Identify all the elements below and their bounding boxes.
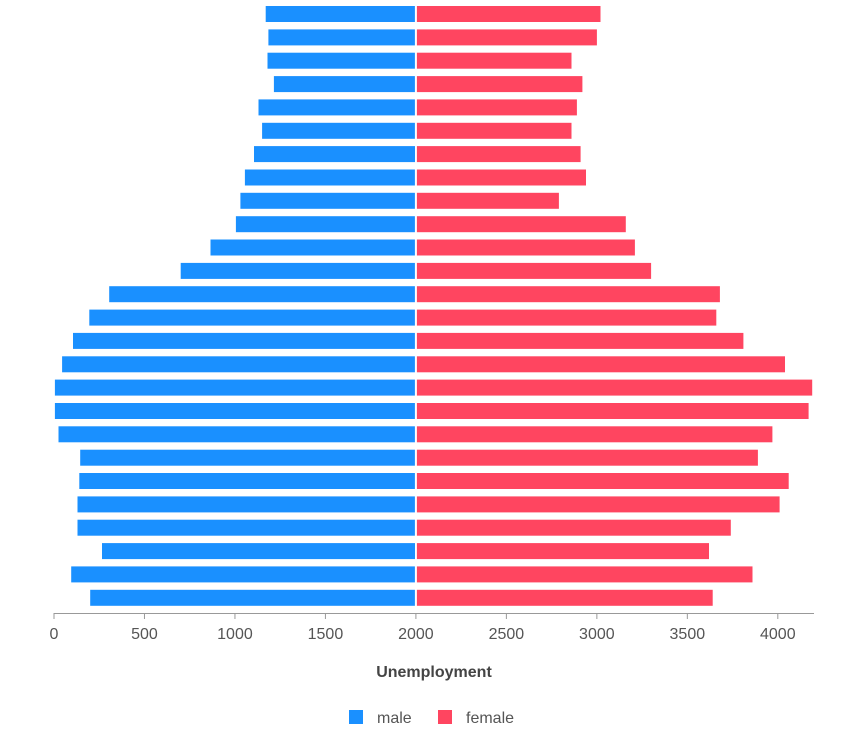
bar-female-4[interactable] [416,99,577,116]
bar-male-22[interactable] [77,519,415,536]
bar-female-21[interactable] [416,496,780,513]
x-tick-label-1500: 1500 [308,626,344,643]
bar-female-14[interactable] [416,332,744,349]
bar-male-4[interactable] [258,99,415,116]
legend-swatch-male [349,710,363,724]
bars-group [54,6,813,606]
bar-female-7[interactable] [416,169,586,186]
bar-male-7[interactable] [244,169,415,186]
bar-male-15[interactable] [62,356,415,373]
bar-female-6[interactable] [416,146,581,163]
x-tick-label-2000: 2000 [398,626,434,643]
bar-female-9[interactable] [416,216,626,233]
bar-female-20[interactable] [416,473,789,489]
legend-label-female: female [466,710,514,727]
bar-female-0[interactable] [416,6,601,22]
bar-male-25[interactable] [90,589,415,606]
bar-male-24[interactable] [71,566,415,583]
bar-male-13[interactable] [89,309,415,326]
bar-female-8[interactable] [416,192,559,209]
bar-female-24[interactable] [416,566,753,583]
bar-male-8[interactable] [240,192,415,209]
bar-male-23[interactable] [102,543,415,560]
legend-item-female[interactable]: female [438,710,514,727]
bar-male-18[interactable] [58,426,415,443]
bar-male-10[interactable] [210,239,415,256]
bar-female-19[interactable] [416,449,758,466]
bar-male-20[interactable] [79,473,415,489]
x-tick-label-500: 500 [131,626,158,643]
legend[interactable]: male female [349,710,514,727]
bar-female-13[interactable] [416,309,717,326]
x-tick-label-3500: 3500 [670,626,706,643]
bar-female-25[interactable] [416,589,713,606]
bar-female-16[interactable] [416,379,813,396]
x-tick-label-3000: 3000 [579,626,615,643]
x-axis: 0 500 1000 1500 2000 2500 3000 3500 4000 [50,613,814,643]
x-tick-label-0: 0 [50,626,59,643]
bar-female-1[interactable] [416,29,597,46]
x-axis-title: Unemployment [376,664,492,681]
bar-male-11[interactable] [180,262,415,279]
bar-female-22[interactable] [416,519,731,536]
x-tick-label-2500: 2500 [489,626,525,643]
bar-female-10[interactable] [416,239,635,256]
bar-female-18[interactable] [416,426,773,443]
bar-female-3[interactable] [416,76,583,93]
bar-female-23[interactable] [416,543,709,560]
bar-male-12[interactable] [109,286,415,303]
x-tick-label-4000: 4000 [760,626,796,643]
bar-male-21[interactable] [77,496,415,513]
bar-male-3[interactable] [273,76,415,93]
bar-male-2[interactable] [267,52,415,69]
x-axis-ticks: 0 500 1000 1500 2000 2500 3000 3500 4000 [50,613,796,643]
bar-female-11[interactable] [416,262,652,279]
bar-male-19[interactable] [80,449,415,466]
bar-male-14[interactable] [73,332,415,349]
legend-item-male[interactable]: male [349,710,412,727]
bar-male-5[interactable] [262,122,415,139]
bar-female-5[interactable] [416,122,572,139]
bar-male-16[interactable] [54,379,415,396]
bar-female-17[interactable] [416,403,809,419]
legend-label-male: male [377,710,412,727]
x-tick-label-1000: 1000 [217,626,253,643]
bar-female-15[interactable] [416,356,785,373]
bar-male-1[interactable] [268,29,415,46]
bar-male-9[interactable] [235,216,415,233]
bar-female-2[interactable] [416,52,572,69]
legend-swatch-female [438,710,452,724]
bar-male-0[interactable] [265,6,415,22]
bar-male-17[interactable] [54,403,415,419]
bar-female-12[interactable] [416,286,720,303]
bar-male-6[interactable] [254,146,415,163]
